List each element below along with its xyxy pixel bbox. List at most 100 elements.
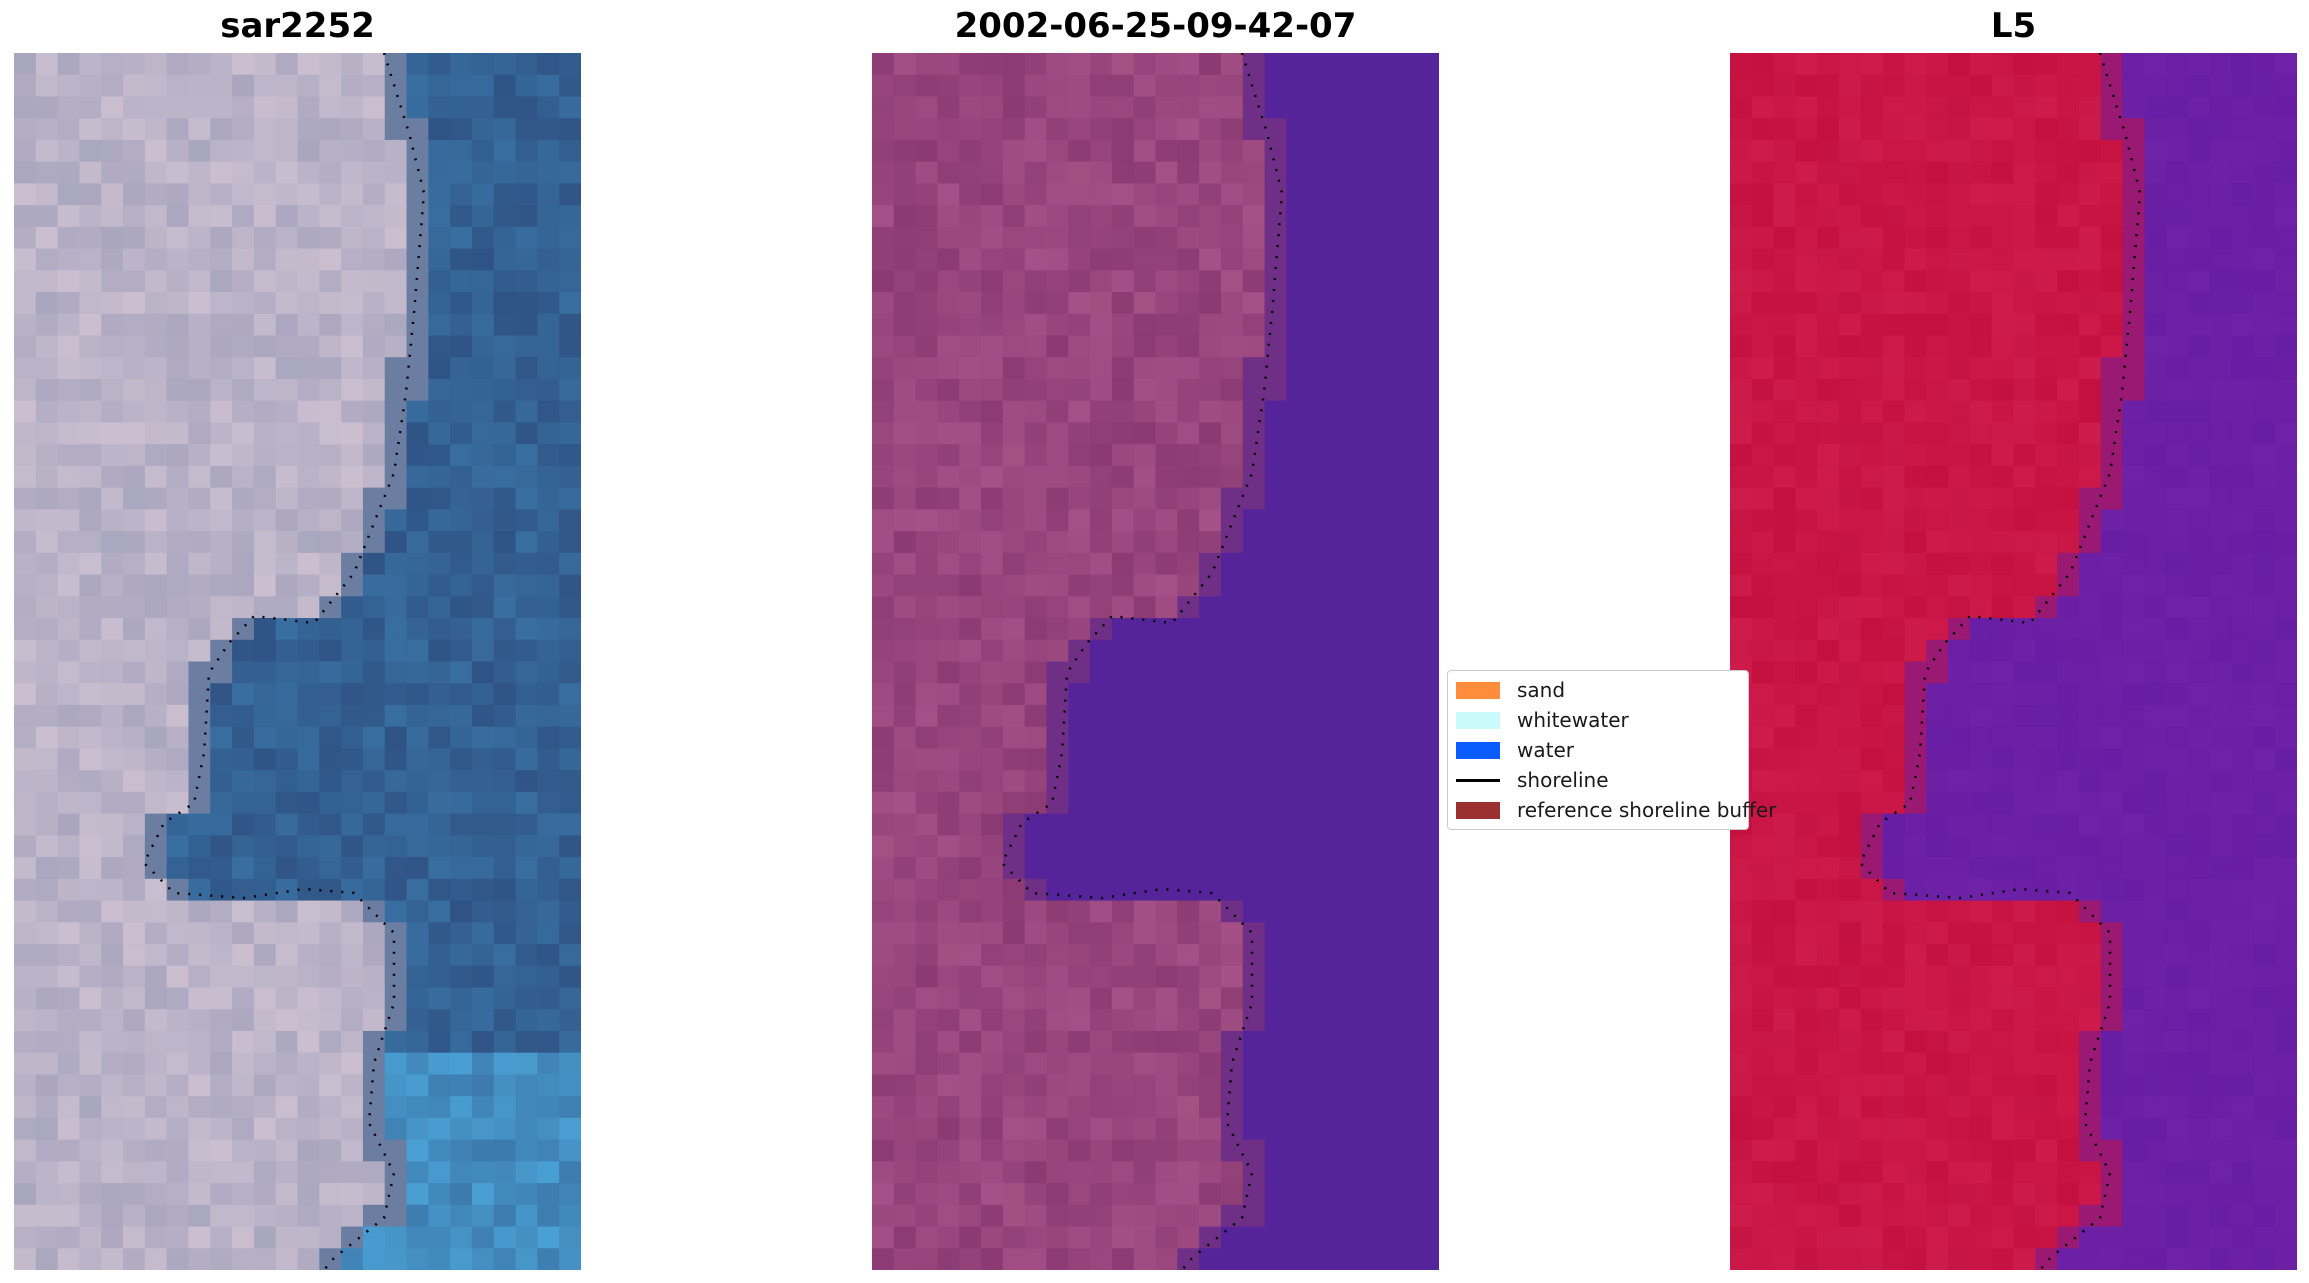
pixel-cell <box>79 400 102 424</box>
pixel-cell <box>1286 422 1309 445</box>
pixel-cell <box>959 270 982 293</box>
pixel-cell <box>1155 661 1178 684</box>
pixel-cell <box>1199 596 1222 619</box>
pixel-cell <box>981 444 1004 467</box>
pixel-cell <box>515 1204 538 1228</box>
pixel-cell <box>2078 1074 2102 1097</box>
pixel-cell <box>1795 335 1818 358</box>
pixel-cell <box>232 596 255 619</box>
pixel-cell <box>2253 704 2276 728</box>
pixel-cell <box>2100 313 2124 337</box>
pixel-cell <box>253 270 277 293</box>
pixel-cell <box>471 1226 495 1249</box>
pixel-cell <box>1417 335 1439 358</box>
pixel-cell <box>188 139 211 163</box>
pixel-cell <box>1351 683 1375 706</box>
pixel-cell <box>341 531 364 554</box>
pixel-cell <box>937 1226 960 1249</box>
pixel-cell <box>1242 552 1266 576</box>
pixel-cell <box>1068 1248 1091 1270</box>
pixel-cell <box>893 1030 917 1054</box>
pixel-cell <box>471 422 495 445</box>
pixel-cell <box>1395 509 1418 532</box>
pixel-cell <box>2100 1030 2124 1054</box>
pixel-cell <box>915 96 939 119</box>
pixel-cell <box>188 661 211 684</box>
pixel-cell <box>1926 292 1949 315</box>
pixel-cell <box>2231 205 2254 228</box>
pixel-cell <box>1795 313 1818 337</box>
pixel-cell <box>1220 531 1244 554</box>
pixel-cell <box>2166 1052 2189 1076</box>
pixel-cell <box>1286 987 1309 1010</box>
pixel-cell <box>2035 835 2058 858</box>
pixel-cell <box>981 770 1004 793</box>
pixel-cell <box>1991 639 2015 663</box>
pixel-cell <box>1991 922 2015 945</box>
pixel-cell <box>2057 661 2080 684</box>
pixel-cell <box>384 1204 408 1228</box>
pixel-cell <box>537 1052 560 1076</box>
pixel-cell <box>1730 161 1753 184</box>
pixel-cell <box>2013 335 2036 358</box>
pixel-cell <box>959 226 982 250</box>
pixel-cell <box>1969 965 1993 989</box>
pixel-cell <box>144 965 168 989</box>
pixel-cell <box>1220 922 1244 945</box>
pixel-cell <box>2013 53 2036 76</box>
pixel-cell <box>341 813 364 836</box>
pixel-cell <box>166 1074 190 1097</box>
pixel-cell <box>362 813 386 836</box>
pixel-cell <box>450 509 473 532</box>
pixel-cell <box>1351 183 1375 206</box>
pixel-cell <box>1286 944 1309 967</box>
pixel-cell <box>1177 1183 1200 1206</box>
pixel-cell <box>1046 661 1069 684</box>
pixel-cell <box>493 965 517 989</box>
pixel-cell <box>1926 1183 1949 1206</box>
pixel-cell <box>1133 618 1157 641</box>
pixel-cell <box>1395 748 1418 771</box>
pixel-cell <box>1002 465 1026 489</box>
pixel-cell <box>1002 487 1026 510</box>
pixel-cell <box>384 118 408 141</box>
pixel-cell <box>253 1248 277 1270</box>
pixel-cell <box>2231 748 2254 771</box>
pixel-cell <box>2013 596 2036 619</box>
pixel-cell <box>1329 748 1353 771</box>
pixel-cell <box>1286 509 1309 532</box>
pixel-cell <box>2057 1204 2080 1228</box>
pixel-cell <box>319 335 342 358</box>
pixel-cell <box>188 400 211 424</box>
pixel-cell <box>471 96 495 119</box>
pixel-cell <box>1068 183 1091 206</box>
pixel-cell <box>1751 400 1775 424</box>
pixel-cell <box>1395 205 1418 228</box>
pixel-cell <box>1046 270 1069 293</box>
pixel-cell <box>1991 1139 2015 1162</box>
pixel-cell <box>915 161 939 184</box>
pixel-cell <box>2253 552 2276 576</box>
pixel-cell <box>1817 835 1840 858</box>
pixel-cell <box>1904 357 1927 380</box>
pixel-cell <box>1090 900 1113 923</box>
pixel-cell <box>1773 965 1797 989</box>
pixel-cell <box>2144 139 2167 163</box>
pixel-cell <box>2078 770 2102 793</box>
pixel-cell <box>253 965 277 989</box>
pixel-cell <box>937 96 960 119</box>
pixel-cell <box>1751 900 1775 923</box>
pixel-cell <box>1860 1183 1884 1206</box>
pixel-cell <box>981 987 1004 1010</box>
pixel-cell <box>1264 1139 1287 1162</box>
pixel-cell <box>406 378 429 402</box>
pixel-cell <box>1882 596 1906 619</box>
pixel-cell <box>450 292 473 315</box>
pixel-cell <box>232 531 255 554</box>
pixel-cell <box>1351 118 1375 141</box>
pixel-cell <box>2035 531 2058 554</box>
pixel-cell <box>893 639 917 663</box>
pixel-cell <box>144 53 168 76</box>
pixel-cell <box>515 835 538 858</box>
pixel-cell <box>166 96 190 119</box>
